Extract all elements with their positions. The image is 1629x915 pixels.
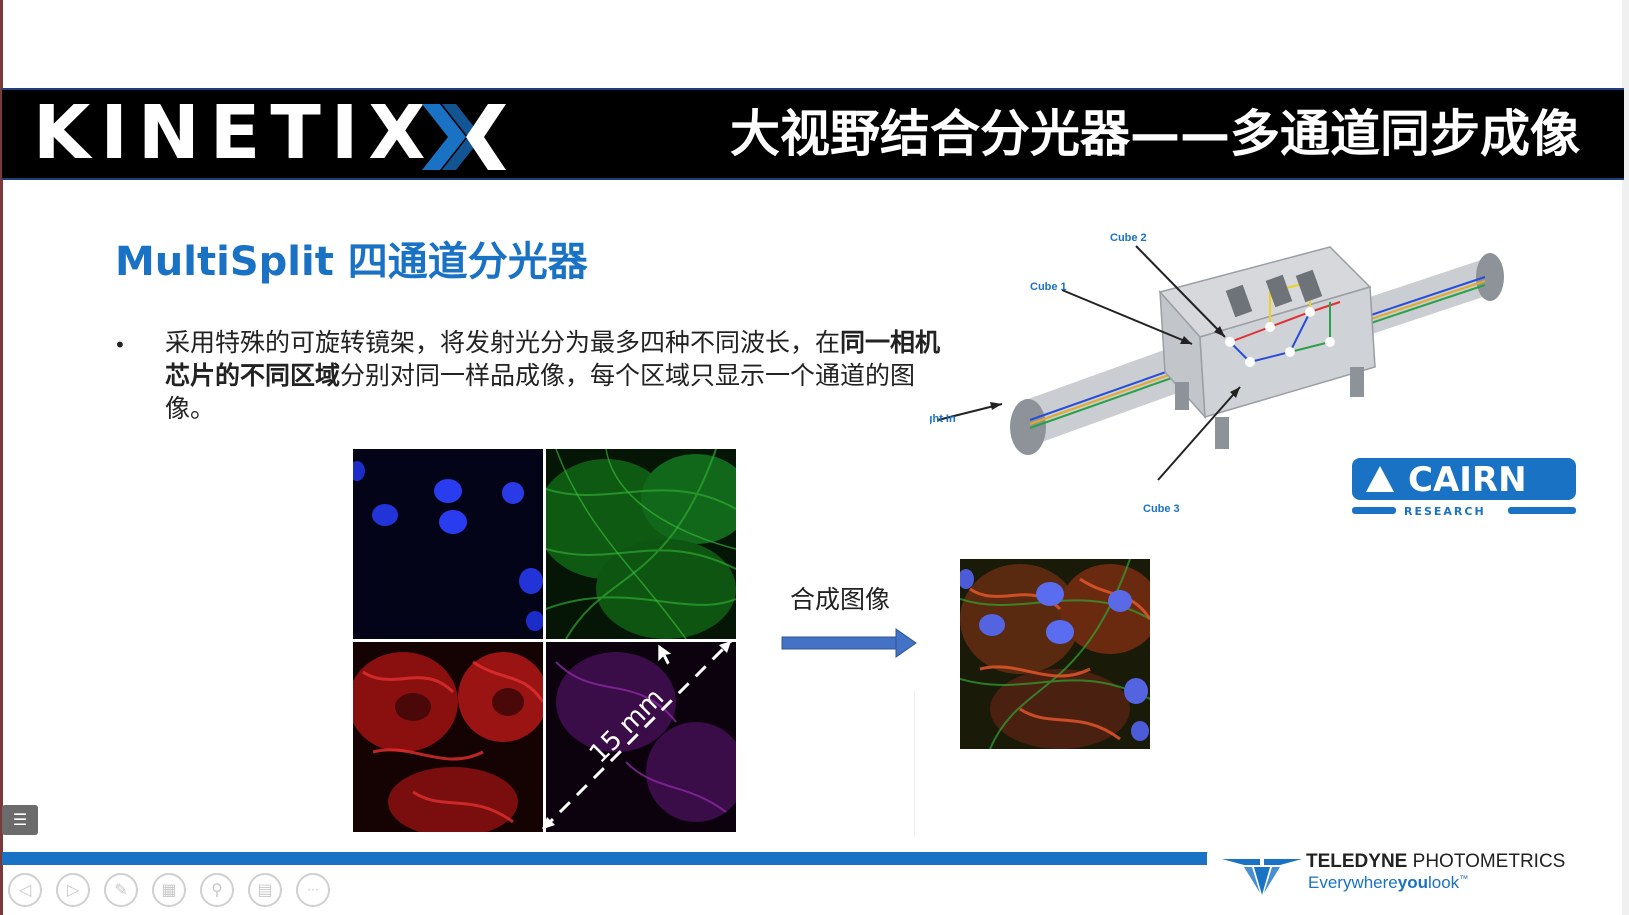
cairn-research-logo: CAIRN RESEARCH	[1352, 458, 1576, 516]
pen-icon[interactable]: ✎	[104, 873, 138, 907]
slogan-a: Everywhere	[1308, 873, 1398, 892]
diagram-label-light-in: Light In	[930, 413, 956, 425]
toc-list-icon[interactable]: ☰	[2, 805, 38, 835]
bullet-text-part2: 分别对同一样品成像，每个区域只显示一个通道的图像。	[165, 361, 916, 423]
right-arrow-icon	[781, 628, 917, 658]
teledyne-brand-thin: PHOTOMETRICS	[1412, 851, 1566, 872]
green-channel-image	[546, 449, 736, 639]
scale-bar-overlay	[541, 639, 733, 831]
kinetix-logo: KINETIX	[33, 90, 436, 176]
teledyne-brand-bold: TELEDYNE	[1306, 851, 1408, 872]
teledyne-slogan: Everywhereyoulook™	[1308, 873, 1468, 893]
left-edge	[0, 0, 3, 915]
footer-bar-tip	[1190, 852, 1208, 865]
slogan-b: you	[1397, 873, 1428, 892]
teledyne-logo-icon	[1222, 859, 1302, 895]
merge-label: 合成图像	[790, 585, 891, 614]
cairn-name: CAIRN	[1408, 460, 1527, 500]
cairn-sub: RESEARCH	[1404, 505, 1486, 516]
diagram-label-cube1: Cube 1	[1030, 281, 1067, 293]
divider-line	[914, 690, 915, 835]
diagram-label-cube2: Cube 2	[1110, 232, 1147, 244]
composite-image	[960, 559, 1150, 749]
multisplit-diagram: Cube 2 Cube 1 Light In Cube 3	[930, 232, 1504, 515]
blue-channel-image	[353, 449, 543, 639]
right-edge	[1622, 0, 1629, 915]
next-icon[interactable]: ▷	[56, 873, 90, 907]
layout-icon[interactable]: ▦	[152, 873, 186, 907]
footer-bar	[2, 852, 1207, 865]
subtitle-icon[interactable]: ▤	[248, 873, 282, 907]
page-title: 大视野结合分光器——多通道同步成像	[730, 105, 1580, 163]
bullet-text: 采用特殊的可旋转镜架，将发射光分为最多四种不同波长，在同一相机芯片的不同区域分别…	[165, 326, 945, 425]
section-title: MultiSplit 四通道分光器	[115, 239, 588, 285]
purple-channel-image	[546, 642, 736, 832]
more-icon[interactable]: ···	[296, 873, 330, 907]
teledyne-brand: TELEDYNE PHOTOMETRICS	[1306, 851, 1565, 873]
diagram-label-cube3: Cube 3	[1143, 503, 1180, 515]
bullet-text-bold: 同一相机芯片的不同区域	[165, 328, 941, 390]
red-channel-image	[353, 642, 543, 832]
slogan-c: look	[1428, 873, 1460, 892]
header-bar	[2, 88, 1624, 180]
kinetix-x-mark-icon	[422, 104, 506, 170]
bullet-text-part1: 采用特殊的可旋转镜架，将发射光分为最多四种不同波长，在	[165, 328, 841, 357]
bullet-marker: •	[114, 333, 126, 357]
prev-icon[interactable]: ◁	[8, 873, 42, 907]
slogan-tm: ™	[1459, 873, 1469, 884]
microscopy-quad-image: 15 mm	[353, 449, 737, 833]
zoom-icon[interactable]: ⚲	[200, 873, 234, 907]
